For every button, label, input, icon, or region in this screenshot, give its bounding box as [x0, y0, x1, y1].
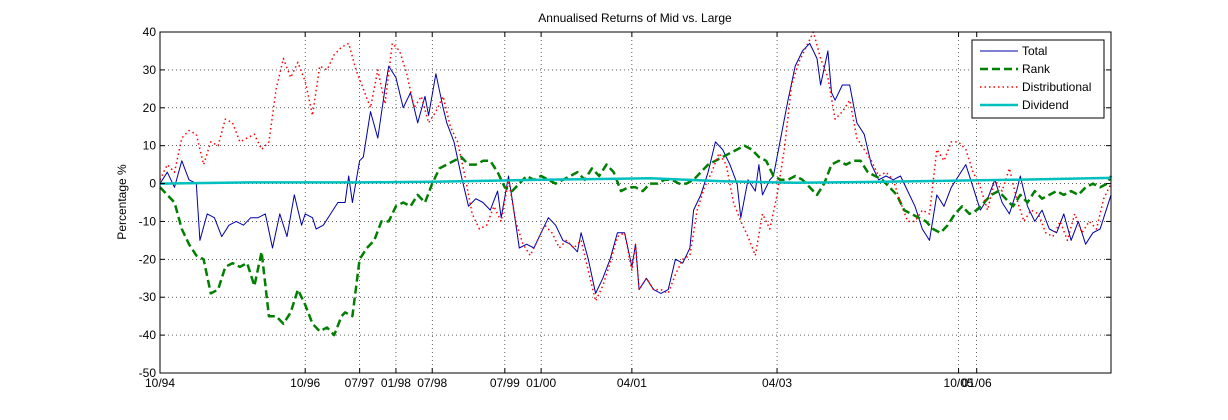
x-tick-label: 01/98 — [381, 376, 411, 390]
x-tick-label: 10/05 — [944, 376, 974, 390]
plot-frame — [159, 31, 1112, 374]
series-group — [159, 31, 1113, 337]
y-tick-label: -10 — [139, 214, 157, 228]
x-tick-label: 07/97 — [345, 376, 375, 390]
legend-label-dividend: Dividend — [1022, 98, 1069, 112]
y-tick-label: -30 — [139, 290, 157, 304]
grid — [160, 32, 1111, 373]
legend-label-total: Total — [1022, 44, 1047, 58]
x-tick-label: 04/03 — [762, 376, 792, 390]
y-axis-label: Percentage % — [115, 164, 129, 240]
series-line-distributional — [159, 31, 1112, 302]
chart-title: Annualised Returns of Mid vs. Large — [538, 11, 732, 25]
y-tick-label: 20 — [143, 101, 157, 115]
x-tick-label: 01/00 — [526, 376, 556, 390]
y-tick-label: -20 — [139, 252, 157, 266]
x-tick-label: 01/06 — [962, 376, 992, 390]
y-axis: -50 -40 -30 -20 -10 0 10 20 30 40 — [139, 25, 1111, 380]
x-tick-label: 10/94 — [145, 376, 175, 390]
y-tick-label: 40 — [143, 25, 157, 39]
x-tick-label: 07/99 — [490, 376, 520, 390]
x-tick-label: 07/98 — [417, 376, 447, 390]
legend-label-rank: Rank — [1022, 62, 1051, 76]
y-tick-label: -50 — [139, 366, 157, 380]
y-tick-label: 30 — [143, 63, 157, 77]
plot-background — [160, 32, 1111, 373]
series-line-total — [159, 42, 1112, 294]
x-tick-label: 10/96 — [290, 376, 320, 390]
series-line-rank — [159, 144, 1113, 337]
legend-label-distributional: Distributional — [1022, 80, 1091, 94]
legend: Total Rank Distributional Dividend — [971, 39, 1105, 119]
x-tick-label: 04/01 — [617, 376, 647, 390]
y-tick-label: 0 — [149, 177, 156, 191]
x-axis: 10/94 10/96 07/97 01/98 07/98 07/99 01/00 04/01… — [145, 32, 992, 390]
y-tick-label: 10 — [143, 139, 157, 153]
y-tick-label: -40 — [139, 328, 157, 342]
series-line-dividend — [159, 176, 1112, 185]
